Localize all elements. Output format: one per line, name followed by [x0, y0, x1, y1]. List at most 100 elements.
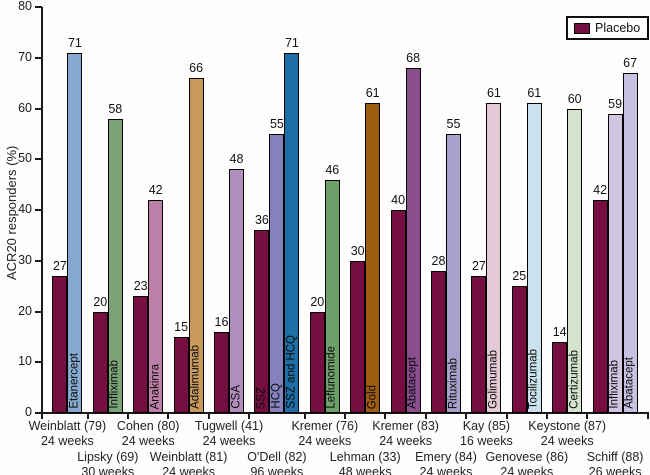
study-name: Weinblatt (79) [28, 419, 107, 433]
bar-value-label: 71 [67, 35, 82, 50]
y-tick-label: 10 [18, 354, 32, 369]
bar-value-label: 15 [174, 319, 189, 334]
bar-leflunomide: Leflunomide [324, 179, 340, 413]
study-name: Lehman (33) [329, 450, 401, 464]
study-name: Tugwell (41) [194, 419, 264, 433]
x-group-label: Emery (84) 24 weeks [415, 450, 477, 475]
x-axis-tick [505, 414, 508, 419]
bar-placebo [592, 199, 608, 413]
bar-placebo [133, 296, 149, 413]
x-group-label: Kay (85) 16 weeks [460, 419, 513, 449]
bar-tocilizumab: Tocilizumab [526, 103, 542, 413]
bar-ssz-and-hcq: SSZ and HCQ [284, 52, 300, 413]
bar-value-label: 28 [431, 253, 446, 268]
bar-placebo [552, 341, 568, 413]
x-group-label: Tugwell (41) 24 weeks [195, 419, 263, 449]
bar-inner-label: Tocilizumab [527, 348, 540, 409]
study-name: Kremer (76) [291, 419, 359, 433]
bar-inner-label: Gold [366, 384, 379, 409]
bar-value-label: 61 [527, 86, 542, 101]
x-group-label: Cohen (80) 24 weeks [117, 419, 180, 449]
x-axis-tick [424, 414, 427, 419]
bar-value-label: 46 [325, 162, 340, 177]
x-group-label: Schiff (88) 26 weeks [587, 450, 644, 475]
bar-inner-label: HCQ [270, 383, 283, 409]
y-axis-tick [35, 158, 42, 161]
x-axis-tick [127, 414, 129, 419]
bar-rituximab: Rituximab [446, 133, 461, 413]
study-name: Keystone (87) [528, 419, 607, 433]
study-name: Genovese (86) [485, 450, 569, 464]
y-tick-label: 50 [18, 151, 32, 166]
bar-ssz: SSZ [254, 230, 270, 413]
y-axis-tick [35, 6, 42, 8]
bar-inner-label: Abatacept [623, 357, 636, 409]
study-duration: 24 weeks [40, 434, 94, 448]
bar-inner-label: Leflunomide [325, 346, 338, 409]
study-duration: 24 weeks [500, 465, 554, 475]
study-duration: 16 weeks [459, 434, 513, 448]
bar-value-label: 16 [214, 314, 229, 329]
bar-inner-label: Infliximab [608, 360, 621, 409]
bar-value-label: 36 [254, 213, 269, 228]
bar-hcq: HCQ [269, 133, 285, 413]
y-tick-label: 70 [18, 49, 32, 64]
bar-abatacept: Abatacept [405, 67, 421, 413]
study-duration: 24 weeks [202, 434, 256, 448]
study-name: O'Dell (82) [247, 450, 307, 464]
x-group-label: Lipsky (69) 30 weeks [77, 450, 138, 475]
x-axis-tick [41, 414, 43, 419]
x-axis-tick [303, 414, 306, 419]
x-group-label: O'Dell (82) 96 weeks [247, 450, 306, 475]
y-tick-label: 20 [18, 303, 32, 318]
bar-value-label: 48 [229, 152, 244, 167]
study-duration: 24 weeks [298, 434, 352, 448]
study-name: Emery (84) [415, 450, 477, 464]
y-axis-tick [35, 56, 42, 59]
bar-value-label: 42 [593, 182, 608, 197]
bar-placebo [390, 210, 406, 413]
bar-value-label: 30 [350, 243, 365, 258]
bar-value-label: 66 [189, 61, 204, 76]
bar-gold: Gold [365, 103, 381, 413]
bar-value-label: 42 [148, 182, 163, 197]
bar-value-label: 20 [93, 294, 108, 309]
bar-infliximab: Infliximab [607, 113, 623, 413]
x-group-label: Kremer (76) 24 weeks [291, 419, 358, 449]
bar-value-label: 71 [284, 35, 299, 50]
bar-inner-label: SSZ and HCQ [285, 335, 298, 409]
legend: Placebo [566, 16, 650, 40]
bar-inner-label: Certizumab [568, 350, 581, 409]
bar-etanercept: Etanercept [67, 52, 83, 413]
bar-value-label: 61 [486, 86, 501, 101]
study-duration: 24 weeks [419, 465, 473, 475]
bar-placebo [431, 270, 446, 413]
bar-inner-label: Abatacept [406, 357, 419, 409]
bar-inner-label: CSA [230, 385, 242, 409]
y-tick-label: 30 [18, 252, 32, 267]
x-group-label: Genovese (86) 24 weeks [485, 450, 568, 475]
bar-value-label: 23 [133, 279, 148, 294]
study-duration: 26 weeks [588, 465, 642, 475]
bar-value-label: 14 [552, 324, 567, 339]
study-duration: 24 weeks [379, 434, 432, 448]
bar-value-label: 55 [269, 116, 284, 131]
x-axis-tick [465, 414, 468, 419]
study-name: Lipsky (69) [77, 450, 139, 464]
y-axis-tick [35, 310, 42, 313]
x-axis-tick [86, 414, 89, 419]
bar-placebo [52, 275, 68, 413]
bar-placebo [214, 331, 229, 413]
bar-value-label: 60 [567, 91, 582, 106]
y-axis-tick [35, 107, 42, 110]
bar-value-label: 27 [52, 258, 67, 273]
bar-placebo [173, 336, 189, 413]
y-axis-tick [35, 259, 42, 262]
y-tick-label: 0 [25, 405, 32, 419]
y-axis-line [41, 7, 43, 413]
bar-infliximab: Infliximab [107, 118, 123, 413]
study-duration: 24 weeks [121, 434, 175, 448]
bar-value-label: 67 [623, 55, 638, 70]
bar-inner-label: Infliximab [108, 360, 121, 409]
x-axis-tick [344, 414, 346, 419]
